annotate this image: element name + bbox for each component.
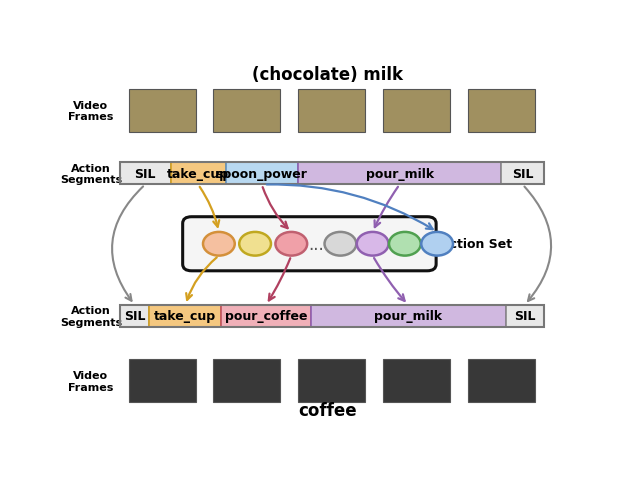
- Bar: [221, 305, 310, 327]
- Bar: [383, 90, 450, 132]
- Text: pour_milk: pour_milk: [374, 310, 442, 323]
- Bar: [310, 305, 506, 327]
- Text: Action
Segments: Action Segments: [60, 306, 122, 327]
- Circle shape: [356, 232, 388, 256]
- Bar: [501, 163, 544, 185]
- Circle shape: [389, 232, 420, 256]
- Bar: [213, 90, 280, 132]
- Text: (chocolate) milk: (chocolate) milk: [253, 66, 403, 84]
- Bar: [120, 163, 544, 185]
- Text: take_cup: take_cup: [154, 310, 216, 323]
- Text: take_cup: take_cup: [167, 168, 229, 180]
- Bar: [129, 360, 196, 402]
- Bar: [120, 163, 171, 185]
- Text: coffee: coffee: [299, 401, 357, 419]
- Text: SIL: SIL: [134, 168, 156, 180]
- Bar: [129, 90, 196, 132]
- Text: Action Set: Action Set: [440, 238, 512, 251]
- Text: Action
Segments: Action Segments: [60, 163, 122, 185]
- Text: ...: ...: [308, 235, 324, 253]
- Circle shape: [275, 232, 307, 256]
- FancyArrowPatch shape: [200, 187, 220, 228]
- Text: pour_milk: pour_milk: [365, 168, 434, 180]
- Bar: [468, 360, 535, 402]
- Bar: [213, 360, 280, 402]
- Bar: [120, 305, 149, 327]
- FancyArrowPatch shape: [112, 187, 143, 301]
- Circle shape: [324, 232, 356, 256]
- Bar: [171, 163, 226, 185]
- FancyArrowPatch shape: [269, 259, 291, 301]
- FancyArrowPatch shape: [186, 258, 217, 300]
- Bar: [468, 90, 535, 132]
- Bar: [149, 305, 221, 327]
- Bar: [298, 360, 365, 402]
- Text: SIL: SIL: [512, 168, 533, 180]
- Circle shape: [421, 232, 453, 256]
- Bar: [506, 305, 544, 327]
- Bar: [226, 163, 298, 185]
- Bar: [120, 305, 544, 327]
- Text: pour_coffee: pour_coffee: [225, 310, 307, 323]
- Text: spoon_power: spoon_power: [216, 168, 308, 180]
- Text: Video
Frames: Video Frames: [68, 370, 113, 392]
- Circle shape: [203, 232, 235, 256]
- FancyArrowPatch shape: [374, 258, 404, 301]
- Text: SIL: SIL: [514, 310, 536, 323]
- FancyArrowPatch shape: [374, 187, 398, 228]
- Bar: [298, 90, 365, 132]
- Bar: [298, 163, 501, 185]
- Circle shape: [239, 232, 271, 256]
- Text: Video
Frames: Video Frames: [68, 100, 113, 122]
- FancyArrowPatch shape: [262, 188, 287, 228]
- FancyArrowPatch shape: [524, 187, 551, 301]
- Text: SIL: SIL: [124, 310, 145, 323]
- Bar: [383, 360, 450, 402]
- FancyBboxPatch shape: [182, 217, 436, 271]
- FancyArrowPatch shape: [267, 185, 433, 229]
